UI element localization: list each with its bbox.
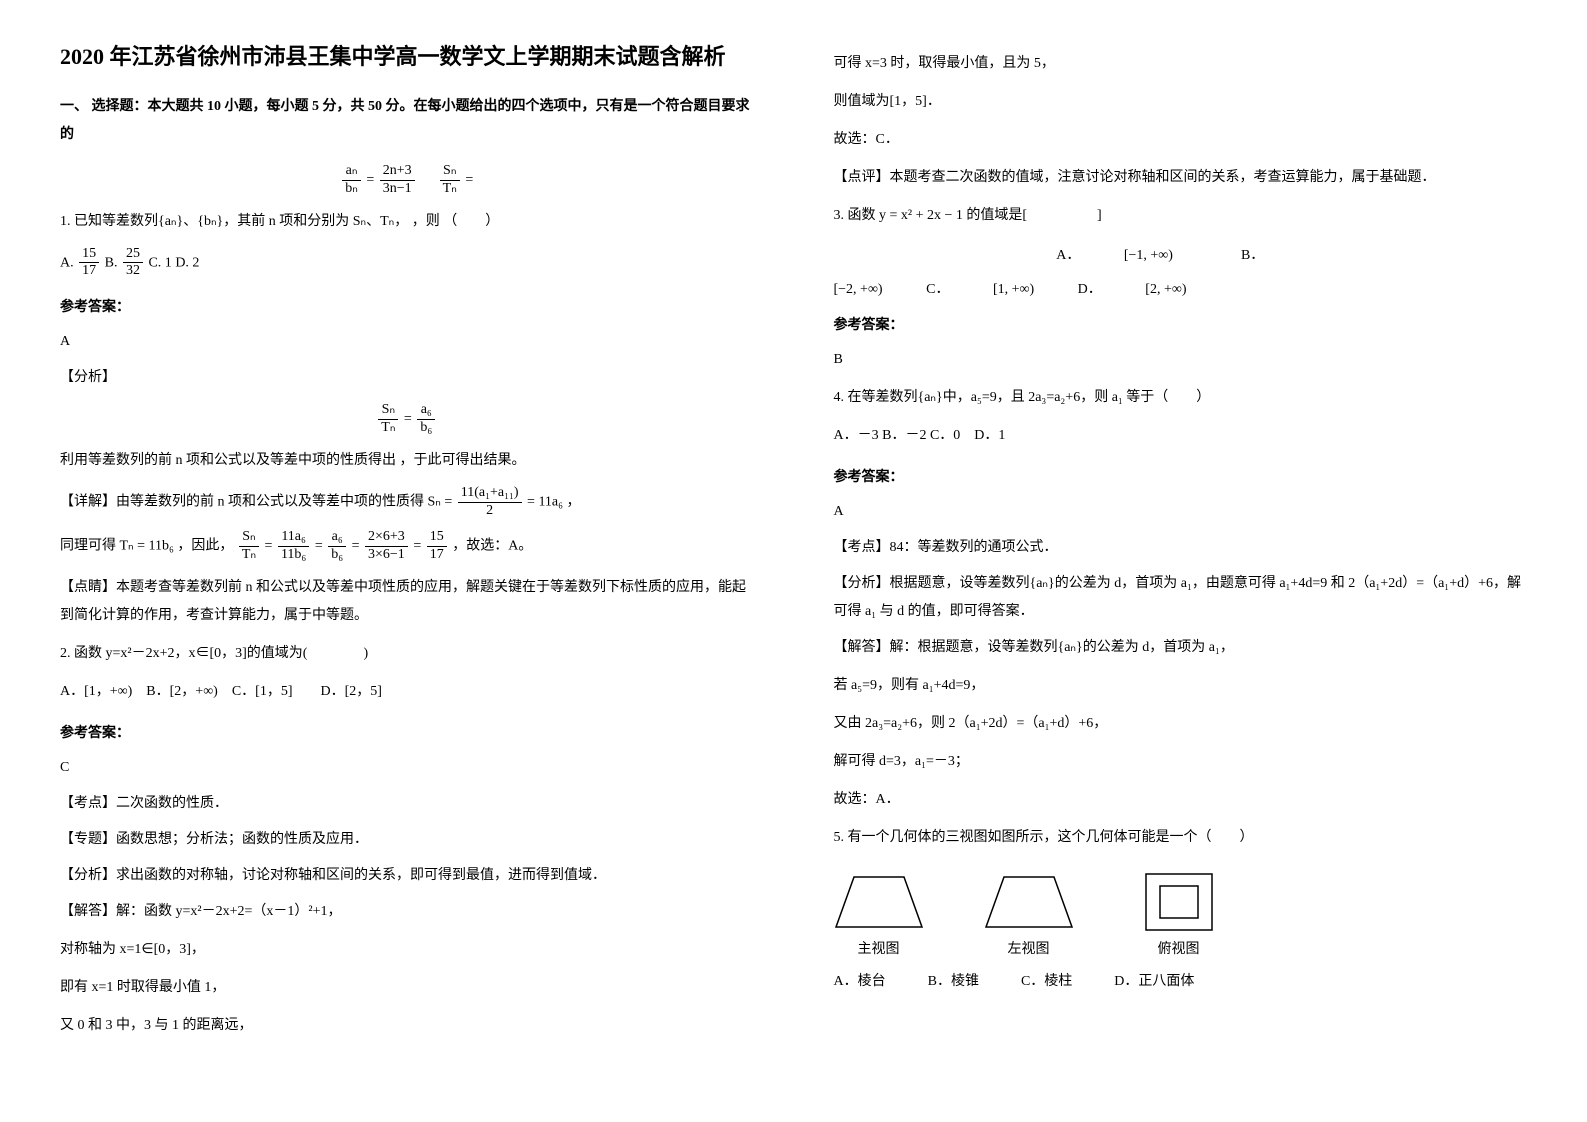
frac-an-bn: aₙ bₙ xyxy=(342,163,361,198)
q3-answer-label: 参考答案： xyxy=(834,312,1528,340)
q5-stem: 5. 有一个几何体的三视图如图所示，这个几何体可能是一个（ ） xyxy=(834,824,1528,852)
q2-kaodian: 【考点】二次函数的性质． xyxy=(60,790,754,818)
q4-jieda3: 又由 2a₃=a₂+6，则 2（a₁+2d）=（a₁+d）+6， xyxy=(834,710,1528,738)
q5-options: A．棱台 B．棱锥 C．棱柱 D．正八面体 xyxy=(834,968,1528,996)
left-view: 左视图 xyxy=(984,872,1074,958)
q3-opts-row1: A． [−1, +∞) B． xyxy=(834,244,1528,264)
left-column: 2020 年江苏省徐州市沛县王集中学高一数学文上学期期末试题含解析 一、 选择题… xyxy=(60,40,754,1050)
q2-fenxi: 【分析】求出函数的对称轴，讨论对称轴和区间的关系，即可得到最值，进而得到值域． xyxy=(60,862,754,890)
q2-stem: 2. 函数 y=x²－2x+2，x∈[0，3]的值域为( ) xyxy=(60,640,754,668)
q1-options: A. 15 17 B. 25 32 C. 1 D. 2 xyxy=(60,246,754,281)
q4-answer: A xyxy=(834,498,1528,526)
q4-stem: 4. 在等差数列{aₙ}中，a₅=9，且 2a₃=a₂+6，则 a₁ 等于（ ） xyxy=(834,384,1528,412)
q2-jieda4: 又 0 和 3 中，3 与 1 的距离远， xyxy=(60,1012,754,1040)
q2-jieda3: 即有 x=1 时取得最小值 1， xyxy=(60,974,754,1002)
q4-jieda4: 解可得 d=3，a₁=－3； xyxy=(834,748,1528,776)
q1-analysis-formula: Sₙ Tₙ = a₆ b₆ xyxy=(60,402,754,437)
q1-analysis-label: 【分析】 xyxy=(60,364,754,392)
q1-answer: A xyxy=(60,328,754,356)
three-views: 主视图 左视图 俯视图 xyxy=(834,872,1528,958)
q3-stem: 3. 函数 y = x² + 2x − 1 的值域是[ ] xyxy=(834,202,1528,230)
top-view: 俯视图 xyxy=(1134,872,1224,958)
q2-jieda2: 对称轴为 x=1∈[0，3]， xyxy=(60,936,754,964)
frac-2n3-3n1: 2n+3 3n−1 xyxy=(380,163,415,198)
q3-opts-row2: [−2, +∞) C． [1, +∞) D． [2, +∞) xyxy=(834,278,1528,298)
q1-detail: 【详解】由等差数列的前 n 项和公式以及等差中项的性质得 Sₙ = 11(a₁+… xyxy=(60,485,754,520)
q4-fenxi: 【分析】根据题意，设等差数列{aₙ}的公差为 d，首项为 a₁，由题意可得 a₁… xyxy=(834,570,1528,626)
q4-jieda2: 若 a₅=9，则有 a₁+4d=9， xyxy=(834,672,1528,700)
q1-stem: 1. 已知等差数列{aₙ}、{bₙ}，其前 n 项和分别为 Sₙ、Tₙ， ，则 … xyxy=(60,208,754,236)
q1-answer-label: 参考答案： xyxy=(60,294,754,322)
q2-jieda7: 故选：C． xyxy=(834,126,1528,154)
opt-b-frac: 25 32 xyxy=(123,246,143,281)
q4-options: A．－3 B．－2 C．0 D．1 xyxy=(834,422,1528,450)
top-view-shape xyxy=(1134,872,1224,932)
left-view-shape xyxy=(984,872,1074,932)
q4-kaodian: 【考点】84：等差数列的通项公式． xyxy=(834,534,1528,562)
q2-answer-label: 参考答案： xyxy=(60,720,754,748)
frac-sn-tn: Sₙ Tₙ xyxy=(440,163,460,198)
q1-formula-line: aₙ bₙ = 2n+3 3n−1 Sₙ Tₙ = xyxy=(60,163,754,198)
section-1-heading: 一、 选择题：本大题共 10 小题，每小题 5 分，共 50 分。在每小题给出的… xyxy=(60,93,754,149)
right-column: 可得 x=3 时，取得最小值，且为 5， 则值域为[1，5]． 故选：C． 【点… xyxy=(834,40,1528,1050)
q2-options: A．[1，+∞) B．[2，+∞) C．[1，5] D．[2，5] xyxy=(60,678,754,706)
q2-zhuanti: 【专题】函数思想；分析法；函数的性质及应用． xyxy=(60,826,754,854)
q1-analysis-text: 利用等差数列的前 n 项和公式以及等差中项的性质得出 ，于此可得出结果。 xyxy=(60,447,754,475)
q1-point: 【点睛】本题考查等差数列前 n 和公式以及等差中项性质的应用，解题关键在于等差数… xyxy=(60,574,754,630)
q2-jieda1: 【解答】解：函数 y=x²－2x+2=（x－1）²+1， xyxy=(60,898,754,926)
q4-jieda5: 故选：A． xyxy=(834,786,1528,814)
opt-a-frac: 15 17 xyxy=(79,246,99,281)
q2-answer: C xyxy=(60,754,754,782)
q3-answer: B xyxy=(834,346,1528,374)
page-title: 2020 年江苏省徐州市沛县王集中学高一数学文上学期期末试题含解析 xyxy=(60,40,754,73)
q2-jieda5: 可得 x=3 时，取得最小值，且为 5， xyxy=(834,50,1528,78)
q4-jieda1: 【解答】解：根据题意，设等差数列{aₙ}的公差为 d，首项为 a₁， xyxy=(834,634,1528,662)
front-view-shape xyxy=(834,872,924,932)
q2-jieda6: 则值域为[1，5]． xyxy=(834,88,1528,116)
front-view: 主视图 xyxy=(834,872,924,958)
q1-detail-line2: 同理可得 Tₙ = 11b₆ ，因此， Sₙ Tₙ = 11a₆ 11b₆ = … xyxy=(60,529,754,564)
q4-answer-label: 参考答案： xyxy=(834,464,1528,492)
q2-dianping: 【点评】本题考查二次函数的值域，注意讨论对称轴和区间的关系，考查运算能力，属于基… xyxy=(834,164,1528,192)
